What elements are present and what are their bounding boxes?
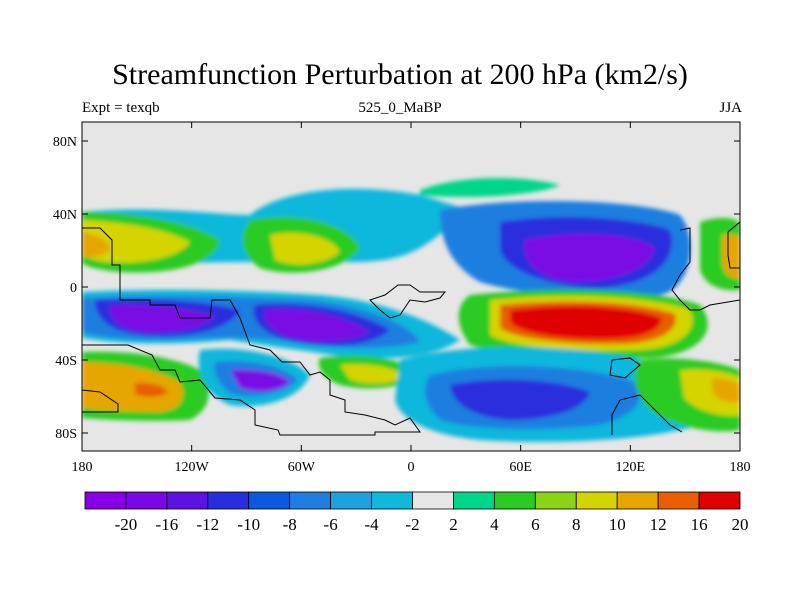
colorbar-swatch	[412, 491, 454, 510]
contour-band	[135, 382, 168, 397]
colorbar-swatch	[330, 491, 372, 510]
colorbar-label: 10	[609, 515, 626, 534]
colorbar-label: -8	[283, 515, 297, 534]
colorbar-label: 12	[650, 515, 667, 534]
contour-band	[450, 379, 590, 420]
contour-band	[230, 369, 290, 392]
colorbar-swatch	[616, 491, 659, 510]
colorbar-swatch	[534, 491, 577, 510]
contour-band	[340, 364, 405, 384]
colorbar-label: -16	[156, 515, 179, 534]
colorbar-swatch	[698, 491, 741, 510]
colorbar-label: 20	[732, 515, 749, 534]
center-label: 525_0_MaBP	[358, 100, 442, 116]
contour-band	[524, 233, 655, 282]
y-tick-label: 0	[70, 281, 77, 296]
x-tick-label: 120W	[175, 460, 210, 475]
colorbar-swatch	[84, 491, 127, 510]
x-tick-label: 180	[730, 460, 751, 475]
colorbar-swatch	[207, 491, 250, 510]
y-tick-label: 80S	[55, 427, 77, 442]
colorbar-swatch	[453, 491, 495, 510]
contour-band	[109, 304, 215, 333]
contour-band	[722, 233, 740, 279]
colorbar-label: 4	[490, 515, 499, 534]
contour-band	[82, 220, 190, 263]
colorbar-swatch	[289, 491, 332, 510]
colorbar: -20 -16 -12 -10 -8 -6 -4 -2 2 4 6 8 10 12 16 20	[84, 491, 749, 534]
x-tick-label: 180	[72, 460, 93, 475]
colorbar-label: -6	[324, 515, 338, 534]
colorbar-label: -2	[405, 515, 419, 534]
colorbar-label: 2	[449, 515, 458, 534]
season-label: JJA	[719, 100, 742, 116]
colorbar-label: -12	[196, 515, 219, 534]
colorbar-swatch	[166, 491, 209, 510]
colorbar-label: 16	[691, 515, 708, 534]
contour-band	[420, 178, 560, 197]
x-tick-label: 60W	[288, 460, 316, 475]
colorbar-swatch	[657, 491, 700, 510]
contour-band	[82, 362, 184, 412]
coastlines	[82, 221, 740, 436]
colorbar-swatch	[371, 491, 413, 510]
colorbar-swatch	[125, 491, 168, 510]
y-tick-label: 40S	[55, 354, 77, 369]
y-tick-label: 40N	[53, 208, 77, 223]
colorbar-label: -10	[237, 515, 260, 534]
colorbar-swatch	[248, 491, 291, 510]
colorbar-swatch	[575, 491, 618, 510]
colorbar-label: -20	[115, 515, 138, 534]
x-tick-label: 0	[408, 460, 415, 475]
colorbar-label: 8	[572, 515, 581, 534]
colorbar-swatch	[493, 491, 536, 510]
colorbar-label: 6	[531, 515, 540, 534]
contour-band	[82, 232, 110, 258]
contour-field	[82, 122, 740, 451]
x-tick-label: 120E	[616, 460, 646, 475]
y-tick-label: 80N	[53, 135, 77, 150]
colorbar-label: -4	[364, 515, 379, 534]
contour-band	[712, 378, 740, 403]
map-title: Streamfunction Perturbation at 200 hPa (…	[112, 58, 688, 91]
x-tick-label: 60E	[509, 460, 532, 475]
contour-band	[270, 232, 340, 265]
contour-band	[264, 309, 370, 342]
experiment-label: Expt = texqb	[82, 100, 160, 116]
contour-band	[510, 305, 662, 340]
